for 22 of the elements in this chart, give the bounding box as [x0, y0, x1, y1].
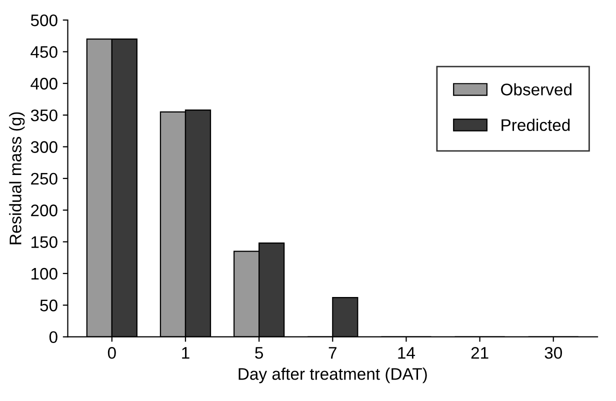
x-tick-label: 7	[328, 347, 336, 359]
y-tick-label: 150	[32, 236, 58, 248]
x-tick-label: 5	[255, 347, 263, 359]
y-tick-label: 400	[30, 78, 58, 90]
x-tick-label: 30	[544, 347, 562, 359]
y-tick-label: 450	[30, 46, 58, 58]
legend-label: Observed	[501, 83, 572, 96]
x-tick-label: 0	[108, 347, 116, 359]
y-tick-label: 200	[31, 204, 58, 216]
y-tick-label: 500	[30, 14, 58, 26]
y-tick-label: 350	[30, 109, 58, 122]
y-tick-label: 50	[40, 300, 58, 312]
y-tick-label: 100	[32, 268, 58, 280]
x-axis-title: Day after treatment (DAT)	[238, 368, 427, 384]
x-tick-label: 21	[471, 347, 488, 359]
y-tick-label: 0	[49, 331, 58, 344]
y-tick-label: 250	[31, 172, 58, 185]
legend-label: Predicted	[502, 118, 570, 131]
y-axis-title: Residual mass (g)	[9, 112, 25, 244]
x-tick-label: 14	[398, 347, 415, 359]
y-tick-label: 300	[30, 141, 58, 153]
x-tick-label: 1	[182, 347, 190, 359]
